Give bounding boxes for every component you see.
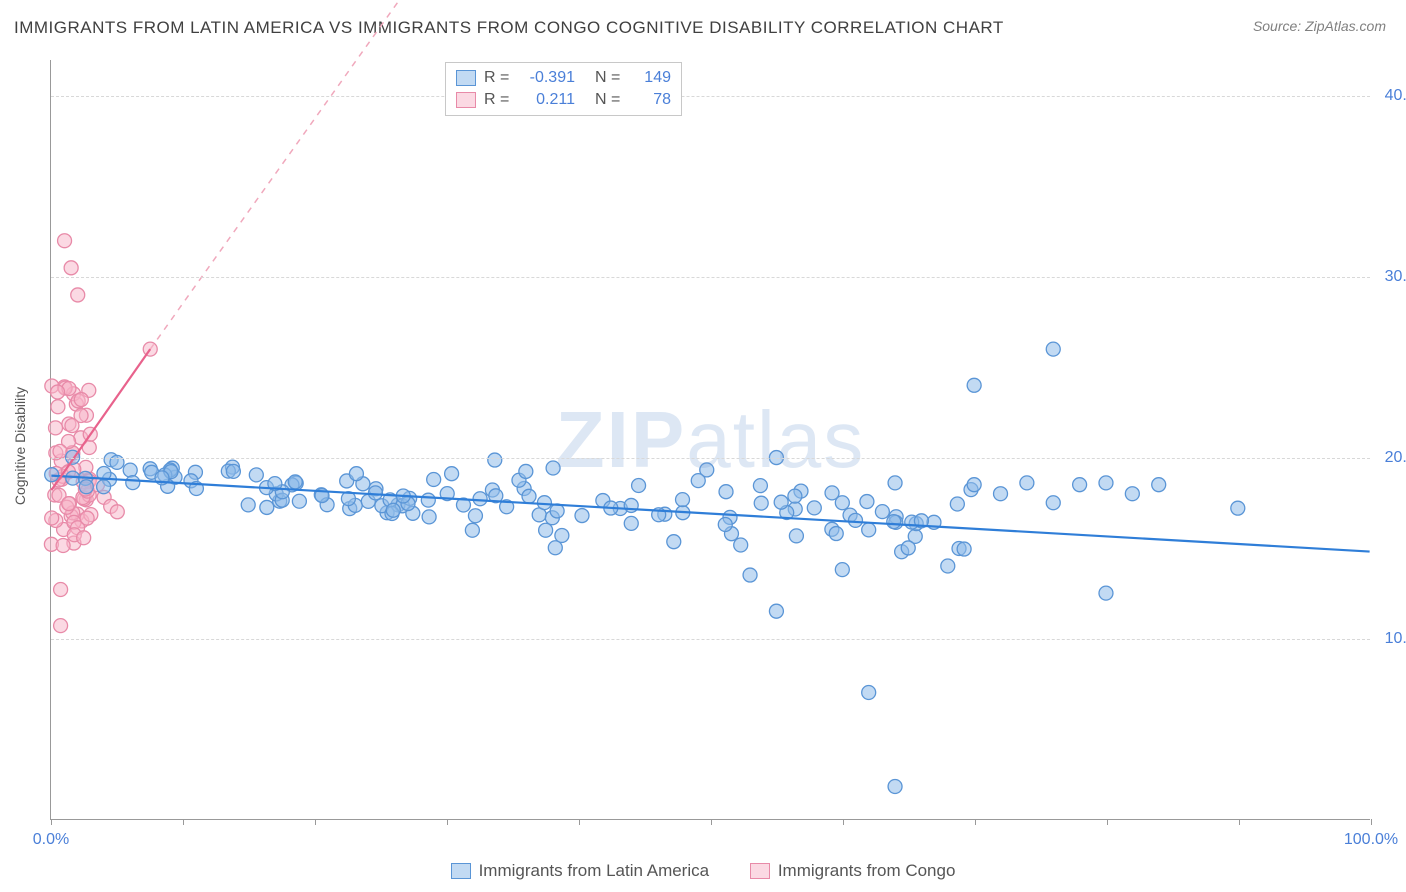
- legend-swatch-blue: [456, 70, 476, 86]
- y-axis-label: Cognitive Disability: [12, 387, 28, 505]
- y-tick-label: 10.0%: [1376, 630, 1406, 648]
- legend-r-label: R =: [484, 91, 512, 109]
- legend-stats-row-pink: R = 0.211 N = 78: [456, 89, 671, 111]
- y-tick-label: 30.0%: [1376, 268, 1406, 286]
- legend-n-label: N =: [595, 91, 623, 109]
- legend-series: Immigrants from Latin America Immigrants…: [0, 861, 1406, 884]
- legend-n-value-pink: 78: [631, 91, 671, 109]
- legend-label-blue: Immigrants from Latin America: [479, 861, 710, 881]
- legend-stats-row-blue: R = -0.391 N = 149: [456, 67, 671, 89]
- legend-item-blue: Immigrants from Latin America: [451, 861, 710, 881]
- source-label: Source: ZipAtlas.com: [1253, 18, 1386, 34]
- legend-swatch-blue-icon: [451, 863, 471, 879]
- legend-stats: R = -0.391 N = 149 R = 0.211 N = 78: [445, 62, 682, 116]
- chart-canvas: [51, 60, 1370, 819]
- y-tick-label: 20.0%: [1376, 449, 1406, 467]
- legend-label-pink: Immigrants from Congo: [778, 861, 956, 881]
- chart-title: IMMIGRANTS FROM LATIN AMERICA VS IMMIGRA…: [14, 18, 1004, 38]
- legend-r-value-blue: -0.391: [520, 69, 575, 87]
- legend-r-label: R =: [484, 69, 512, 87]
- x-tick-label: 100.0%: [1344, 831, 1398, 849]
- y-tick-label: 40.0%: [1376, 87, 1406, 105]
- legend-swatch-pink: [456, 92, 476, 108]
- legend-r-value-pink: 0.211: [520, 91, 575, 109]
- plot-area: ZIPatlas 10.0%20.0%30.0%40.0%0.0%100.0%: [50, 60, 1370, 820]
- legend-item-pink: Immigrants from Congo: [750, 861, 956, 881]
- legend-n-value-blue: 149: [631, 69, 671, 87]
- legend-swatch-pink-icon: [750, 863, 770, 879]
- legend-n-label: N =: [595, 69, 623, 87]
- x-tick-label: 0.0%: [33, 831, 69, 849]
